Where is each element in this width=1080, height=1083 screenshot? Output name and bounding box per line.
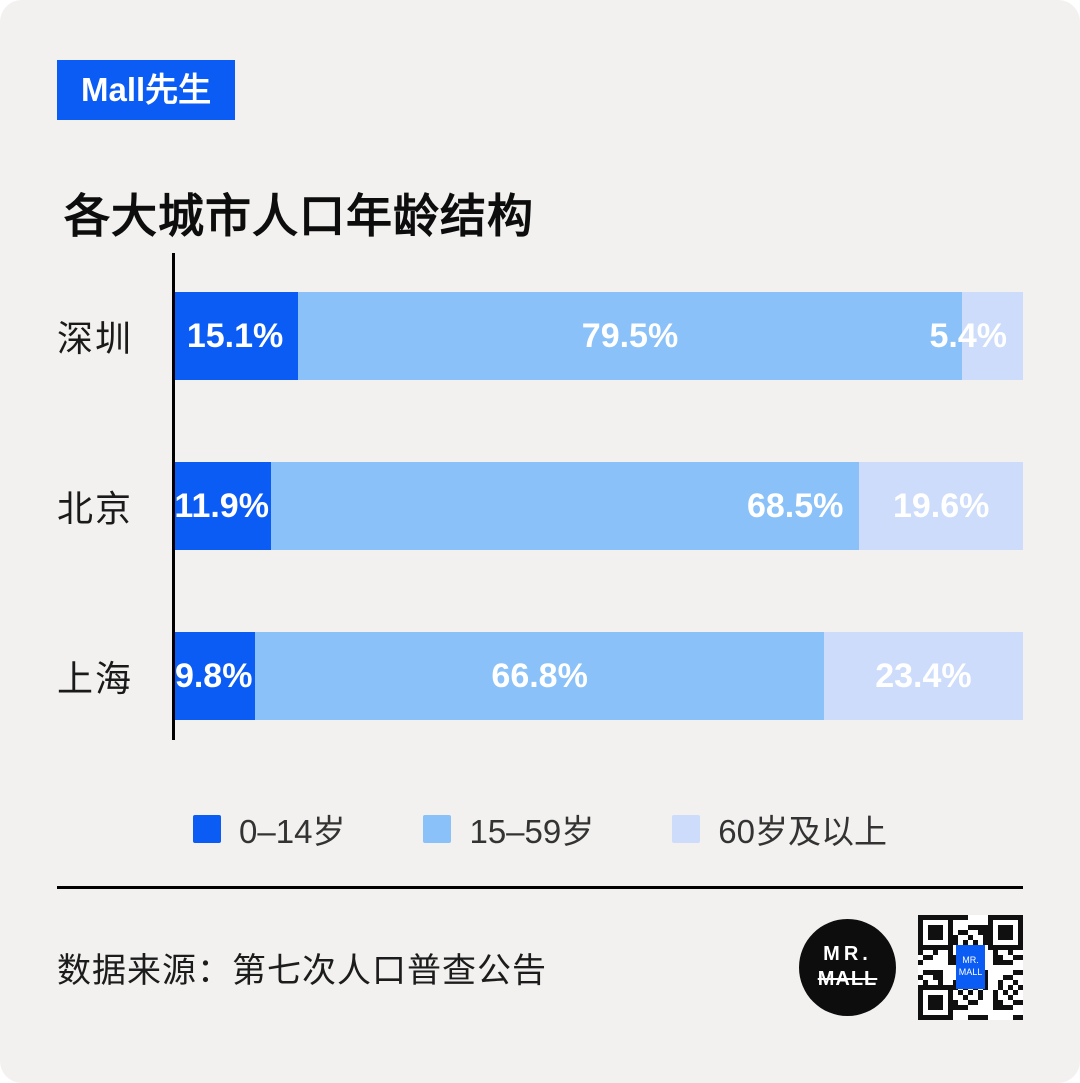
bar-segment: 9.8%	[172, 632, 256, 720]
y-axis-line	[172, 253, 175, 740]
category-label: 上海	[57, 658, 134, 699]
qr-code: MR. MALL	[918, 914, 1023, 1020]
bar-value-label: 15.1%	[186, 316, 284, 355]
bar-value-label: 19.6%	[892, 486, 990, 525]
bar-value-label: 66.8%	[491, 656, 588, 695]
logo-text-mr: MR.	[823, 943, 872, 965]
footer: 数据来源：第七次人口普查公告 MR. MALL MR. MALL	[57, 912, 1023, 1022]
footer-brand-group: MR. MALL MR. MALL	[799, 914, 1023, 1020]
legend-swatch	[423, 815, 452, 843]
chart-row: 深圳 15.1% 79.5% 5.4%	[57, 292, 1024, 380]
legend-swatch	[672, 815, 701, 843]
bar-segment: 79.5%	[298, 292, 962, 380]
category-label: 深圳	[57, 318, 134, 359]
legend-item: 0–14岁	[193, 805, 345, 853]
bar-segment: 5.4%	[930, 292, 1024, 380]
bar-segment: 15.1%	[172, 292, 299, 380]
bar-value-label: 11.9%	[174, 486, 269, 525]
chart-rows: 深圳 15.1% 79.5% 5.4% 北京 11.9% 68.5% 19.6% 上海 9.8% 6…	[57, 292, 1024, 720]
category-label: 北京	[57, 488, 134, 529]
bar-segment: 19.6%	[859, 462, 1023, 550]
bar-value-label: 79.5%	[581, 316, 679, 355]
bar-value-label: 68.5%	[746, 486, 844, 525]
bar-track: 11.9% 68.5% 19.6%	[172, 462, 1023, 550]
bar-track: 15.1% 79.5% 5.4%	[172, 292, 1024, 380]
legend-item: 15–59岁	[423, 805, 594, 853]
legend-label: 15–59岁	[469, 813, 595, 850]
logo-text-mall: MALL	[817, 968, 878, 990]
bar-value-label: 9.8%	[174, 656, 253, 695]
brand-badge-label: Mall先生	[81, 71, 212, 108]
divider-line	[57, 886, 1023, 889]
bar-segment: 23.4%	[823, 632, 1023, 720]
mr-mall-logo: MR. MALL	[799, 918, 896, 1016]
chart-row: 上海 9.8% 66.8% 23.4%	[57, 632, 1023, 720]
legend-item: 60岁及以上	[672, 805, 887, 853]
legend-label: 0–14岁	[239, 813, 346, 850]
legend-label: 60岁及以上	[718, 813, 887, 850]
bar-track: 9.8% 66.8% 23.4%	[172, 632, 1023, 720]
stacked-bar-chart: 深圳 15.1% 79.5% 5.4% 北京 11.9% 68.5% 19.6% 上海 9.8% 6…	[57, 253, 1024, 740]
bar-segment: 11.9%	[172, 462, 272, 550]
brand-badge: Mall先生	[57, 60, 236, 121]
bar-segment: 68.5%	[271, 462, 860, 550]
bar-value-label: 23.4%	[875, 656, 972, 695]
bar-segment: 66.8%	[255, 632, 824, 720]
chart-row: 北京 11.9% 68.5% 19.6%	[57, 462, 1023, 550]
bar-value-label: 5.4%	[929, 316, 1008, 355]
svg-text:MALL: MALL	[959, 967, 983, 977]
data-source-text: 数据来源：第七次人口普查公告	[57, 951, 547, 990]
svg-text:MR.: MR.	[962, 955, 979, 965]
chart-title: 各大城市人口年龄结构	[64, 190, 534, 242]
legend: 0–14岁 15–59岁 60岁及以上	[57, 805, 1023, 853]
legend-swatch	[193, 815, 222, 843]
